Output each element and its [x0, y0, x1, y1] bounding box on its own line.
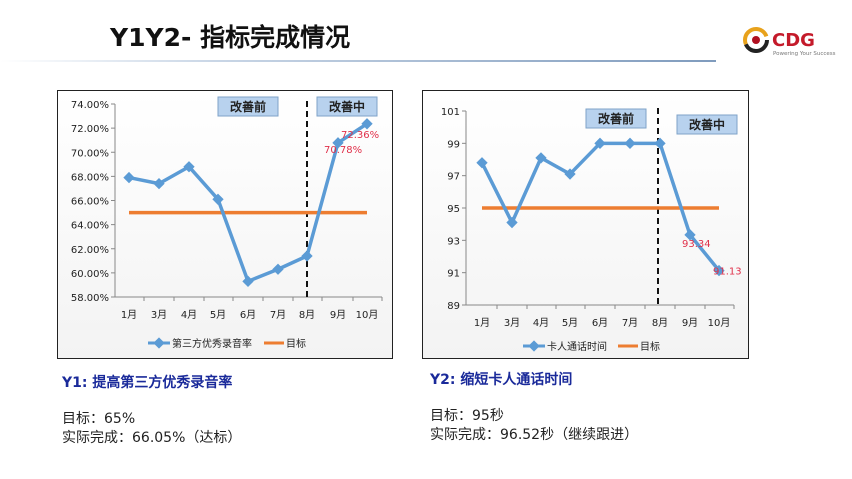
x-tick-label: 3月 — [504, 317, 520, 329]
x-tick-label: 5月 — [562, 317, 578, 329]
y2-target: 目标：95秒 — [430, 408, 504, 424]
y1-actual: 实际完成：66.05%（达标） — [62, 430, 242, 446]
legend-series-label: 卡人通话时间 — [547, 340, 607, 353]
annotation-box — [316, 96, 378, 117]
logo-tagline: Powering Your Success — [773, 51, 836, 57]
data-point-marker — [242, 275, 254, 287]
y-tick-label: 64.00% — [71, 221, 109, 232]
chart-y1-svg: 58.00% 60.00% 62.00% 64.00% 66.00% 68.00% 70.0… — [71, 96, 383, 350]
y2-actual: 实际完成：96.52秒（继续跟进） — [430, 427, 639, 443]
y-tick-label: 89 — [447, 301, 460, 312]
x-tick-label: 3月 — [151, 309, 167, 321]
x-tick-label: 6月 — [592, 317, 608, 329]
y-tick-label: 97 — [447, 172, 460, 183]
y-tick-label: 99 — [447, 139, 460, 150]
x-tick-label: 8月 — [299, 309, 315, 321]
annotation-label: 改善中 — [329, 99, 365, 114]
x-tick-label: 8月 — [652, 317, 668, 329]
y-tick-label: 74.00% — [71, 100, 109, 111]
x-tick-label: 1月 — [474, 317, 490, 329]
y-tick-label: 68.00% — [71, 172, 109, 183]
data-point-marker — [123, 171, 135, 184]
chart-y2: 89 91 93 95 97 99 101 1月 3月 4月 5月 6月 7月 8月 9月 10月 改善前 改善中… — [422, 90, 749, 359]
y-tick-label: 91 — [447, 269, 460, 280]
y-tick-label: 95 — [447, 204, 460, 215]
cdg-logo: CDG Powering Your Success — [743, 27, 836, 57]
x-tick-label: 4月 — [533, 317, 549, 329]
annotation-box — [585, 108, 647, 129]
data-point-marker — [506, 216, 518, 229]
data-point-marker — [684, 229, 696, 241]
annotation-box — [217, 96, 279, 117]
chart-y1: 58.00% 60.00% 62.00% 64.00% 66.00% 68.00% 70.0… — [57, 90, 393, 359]
y-tick-label: 93 — [447, 236, 460, 247]
header-divider — [0, 60, 716, 62]
x-tick-label: 10月 — [356, 309, 379, 321]
legend-series-marker — [153, 337, 165, 349]
data-point-marker — [301, 250, 313, 262]
data-label: 72.36% — [341, 130, 379, 141]
data-label: 91.13 — [713, 267, 742, 278]
data-point-marker — [476, 157, 488, 169]
chart-y2-svg: 89 91 93 95 97 99 101 1月 3月 4月 5月 6月 7月 8月 9月 10月 改善前 改善中… — [441, 107, 742, 353]
annotation-label: 改善前 — [230, 99, 266, 114]
y-tick-label: 101 — [441, 107, 460, 118]
y-tick-label: 58.00% — [71, 293, 109, 304]
legend-series-label: 第三方优秀录音率 — [172, 337, 252, 350]
data-label: 70.78% — [324, 145, 362, 156]
x-tick-label: 4月 — [181, 309, 197, 321]
data-point-marker — [272, 263, 284, 275]
data-point-marker — [713, 264, 725, 277]
x-tick-label: 9月 — [330, 309, 346, 321]
logo-text: CDG — [772, 30, 815, 51]
x-tick-label: 9月 — [682, 317, 698, 329]
y-tick-label: 62.00% — [71, 245, 109, 256]
x-tick-label: 7月 — [270, 309, 286, 321]
x-tick-label: 1月 — [121, 309, 137, 321]
x-tick-label: 6月 — [240, 309, 256, 321]
annotation-label: 改善前 — [598, 111, 634, 126]
page-title: Y1Y2- 指标完成情况 — [110, 23, 351, 52]
y-tick-label: 66.00% — [71, 197, 109, 208]
legend-target-label: 目标 — [640, 341, 660, 353]
x-tick-label: 7月 — [622, 317, 638, 329]
y-tick-label: 60.00% — [71, 269, 109, 280]
annotation-label: 改善中 — [689, 117, 725, 132]
legend-target-label: 目标 — [286, 338, 306, 350]
y1-heading: Y1: 提高第三方优秀录音率 — [62, 375, 233, 391]
data-point-marker — [624, 137, 636, 149]
y-tick-label: 70.00% — [71, 148, 109, 159]
legend-series-marker — [528, 340, 540, 352]
y2-heading: Y2: 缩短卡人通话时间 — [430, 372, 573, 388]
y1-target: 目标：65% — [62, 411, 136, 427]
y-tick-label: 72.00% — [71, 124, 109, 135]
data-point-marker — [654, 137, 666, 149]
x-tick-label: 10月 — [708, 317, 731, 329]
data-label: 93.34 — [682, 239, 711, 250]
x-tick-label: 5月 — [210, 309, 226, 321]
annotation-box — [676, 114, 738, 135]
data-point-marker — [183, 161, 195, 173]
